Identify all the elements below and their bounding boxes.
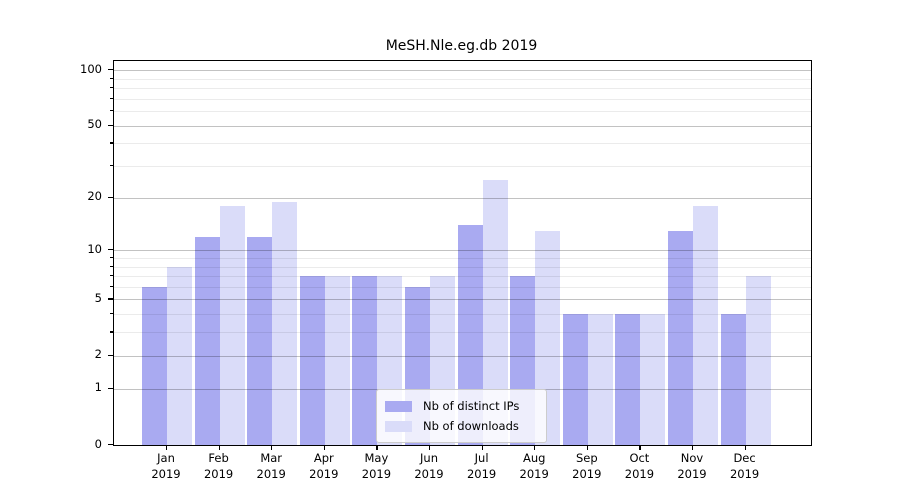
y-tick-5: [108, 298, 113, 300]
y-tick-10: [108, 249, 113, 251]
bar-downloads-jan-2019: [167, 266, 192, 445]
y-tick-label-50: 50: [87, 117, 102, 132]
y-minor-tick-90: [110, 77, 113, 79]
y-minor-tick-8: [110, 265, 113, 267]
y-minor-tick-4: [110, 313, 113, 315]
gridline-major-50: [114, 125, 811, 127]
x-tick-label-jan-2019: Jan 2019: [151, 451, 181, 481]
y-minor-tick-60: [110, 110, 113, 112]
x-tick-mar-2019: [271, 445, 273, 450]
bar-downloads-apr-2019: [324, 276, 350, 445]
gridline-minor-6: [114, 286, 811, 288]
legend-item-distinct-ips: Nb of distinct IPs: [385, 396, 538, 416]
x-tick-aug-2019: [534, 445, 536, 450]
y-minor-tick-7: [110, 275, 113, 277]
chart-title: MeSH.Nle.eg.db 2019: [385, 38, 538, 54]
x-tick-label-sep-2019: Sep 2019: [572, 451, 602, 481]
x-tick-jun-2019: [429, 445, 431, 450]
bar-distinct-ips-apr-2019: [299, 276, 325, 445]
y-tick-label-10: 10: [87, 241, 102, 256]
x-tick-nov-2019: [692, 445, 694, 450]
gridline-minor-3: [114, 332, 811, 334]
x-tick-apr-2019: [323, 445, 325, 450]
gridline-major-5: [114, 299, 811, 301]
x-tick-sep-2019: [586, 445, 588, 450]
gridline-major-100: [114, 70, 811, 72]
legend-item-downloads: Nb of downloads: [385, 416, 538, 436]
x-tick-feb-2019: [218, 445, 220, 450]
y-tick-label-100: 100: [80, 61, 102, 76]
x-tick-oct-2019: [639, 445, 641, 450]
legend-swatch-downloads: [385, 420, 412, 432]
gridline-minor-9: [114, 257, 811, 259]
gridline-minor-8: [114, 266, 811, 268]
bar-distinct-ips-mar-2019: [247, 236, 273, 445]
gridline-minor-90: [114, 78, 811, 80]
x-tick-label-oct-2019: Oct 2019: [624, 451, 655, 481]
legend-label-downloads: Nb of downloads: [423, 419, 519, 433]
y-tick-100: [108, 69, 113, 71]
x-tick-dec-2019: [744, 445, 746, 450]
bar-downloads-feb-2019: [219, 205, 245, 445]
gridline-minor-30: [114, 166, 811, 168]
x-tick-jan-2019: [166, 445, 168, 450]
x-tick-jul-2019: [481, 445, 483, 450]
x-tick-may-2019: [376, 445, 378, 450]
gridline-major-20: [114, 197, 811, 199]
bar-downloads-sep-2019: [587, 314, 613, 445]
y-minor-tick-40: [110, 142, 113, 144]
gridline-major-10: [114, 250, 811, 252]
x-tick-label-jul-2019: Jul 2019: [466, 451, 497, 481]
bar-distinct-ips-sep-2019: [562, 314, 588, 445]
y-tick-50: [108, 124, 113, 126]
bar-distinct-ips-dec-2019: [720, 314, 746, 445]
x-tick-label-aug-2019: Aug 2019: [519, 451, 549, 481]
x-tick-label-feb-2019: Feb 2019: [203, 451, 234, 481]
legend: Nb of distinct IPs Nb of downloads: [376, 389, 547, 443]
y-tick-20: [108, 196, 113, 198]
gridline-minor-80: [114, 88, 811, 90]
bar-distinct-ips-may-2019: [352, 276, 378, 445]
x-tick-label-nov-2019: Nov 2019: [677, 451, 707, 481]
gridline-minor-60: [114, 111, 811, 113]
bar-downloads-oct-2019: [640, 314, 666, 445]
bar-distinct-ips-oct-2019: [615, 314, 641, 445]
y-tick-label-5: 5: [94, 290, 102, 305]
bar-distinct-ips-nov-2019: [668, 230, 693, 445]
legend-swatch-distinct-ips: [385, 400, 412, 412]
y-tick-0: [108, 444, 113, 446]
y-minor-tick-30: [110, 165, 113, 167]
y-tick-2: [108, 354, 113, 356]
y-tick-label-2: 2: [94, 347, 102, 362]
plot-area: [113, 60, 812, 446]
x-tick-label-may-2019: May 2019: [361, 451, 392, 481]
bar-downloads-nov-2019: [693, 205, 718, 445]
bar-downloads-mar-2019: [272, 201, 298, 445]
gridline-minor-40: [114, 143, 811, 145]
y-minor-tick-70: [110, 97, 113, 99]
gridline-minor-70: [114, 98, 811, 100]
y-tick-1: [108, 387, 113, 389]
y-minor-tick-9: [110, 256, 113, 259]
x-tick-label-dec-2019: Dec 2019: [729, 451, 760, 481]
bar-distinct-ips-feb-2019: [194, 236, 220, 445]
bar-downloads-dec-2019: [745, 276, 771, 445]
gridline-minor-7: [114, 276, 811, 278]
gridline-major-2: [114, 355, 811, 357]
y-minor-tick-3: [110, 331, 113, 333]
y-minor-tick-6: [110, 285, 113, 288]
y-tick-label-1: 1: [94, 380, 102, 395]
gridline-minor-4: [114, 314, 811, 316]
x-tick-label-apr-2019: Apr 2019: [309, 451, 339, 481]
y-tick-label-20: 20: [87, 189, 102, 204]
legend-label-distinct-ips: Nb of distinct IPs: [423, 399, 520, 413]
y-tick-label-0: 0: [94, 436, 102, 451]
y-minor-tick-80: [110, 87, 113, 89]
x-tick-label-jun-2019: Jun 2019: [414, 451, 444, 481]
bar-distinct-ips-jan-2019: [142, 286, 167, 445]
x-tick-label-mar-2019: Mar 2019: [256, 451, 286, 481]
